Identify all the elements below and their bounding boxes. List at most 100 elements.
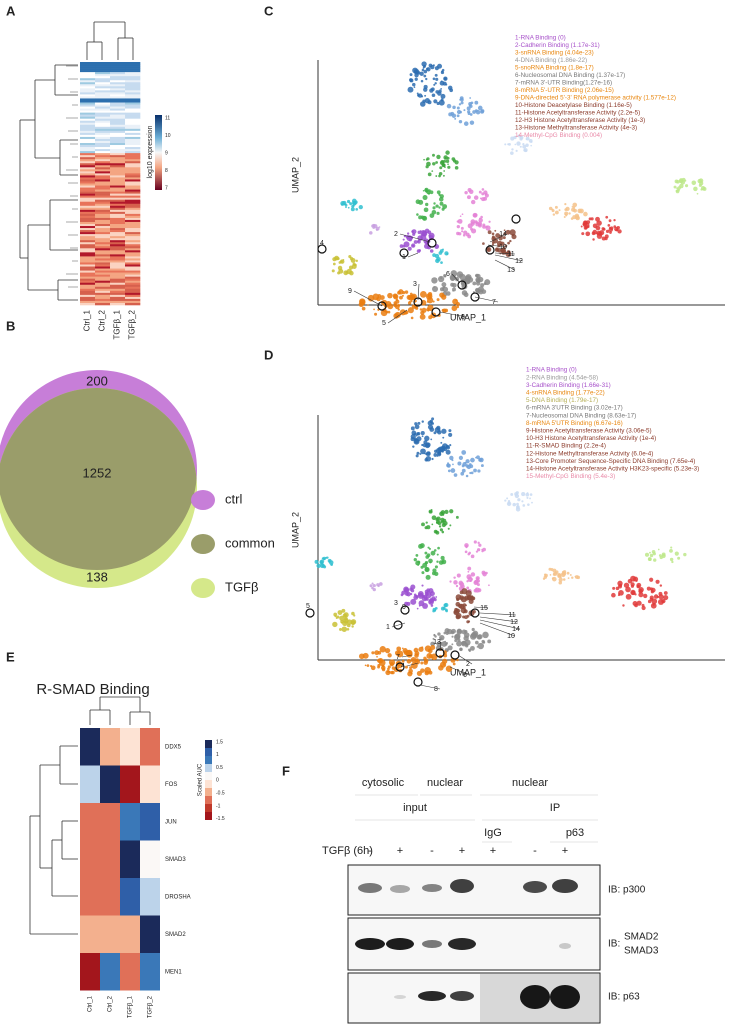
heatmap-cell bbox=[80, 268, 96, 271]
heatmap-cell bbox=[110, 106, 126, 109]
cell-point bbox=[607, 224, 611, 227]
heatmap-cell bbox=[125, 274, 141, 277]
heatmap-cell bbox=[110, 276, 126, 279]
cell-point bbox=[456, 597, 460, 601]
heatmap-cell bbox=[110, 112, 126, 115]
heatmap-cell bbox=[125, 78, 141, 81]
cell-point bbox=[425, 455, 432, 462]
cell-point bbox=[605, 215, 609, 219]
heatmap-cell bbox=[110, 236, 126, 239]
cell-point bbox=[592, 223, 598, 229]
heatmap-cell bbox=[95, 128, 111, 132]
cell-point bbox=[429, 296, 432, 299]
heatmap-cell bbox=[95, 161, 111, 164]
heatmap-cell bbox=[110, 143, 126, 146]
heatmap-cell bbox=[125, 234, 141, 237]
cell-point bbox=[424, 188, 427, 191]
cell-point bbox=[446, 628, 453, 635]
cell-point bbox=[459, 215, 462, 217]
cell-point bbox=[420, 310, 425, 315]
cell-point bbox=[394, 311, 401, 318]
heatmap-cell bbox=[125, 292, 141, 296]
line bbox=[439, 641, 442, 652]
cell-point bbox=[649, 577, 654, 582]
cell-point bbox=[474, 587, 480, 593]
heatmap-cell bbox=[80, 226, 96, 229]
heatmap-cell bbox=[110, 98, 126, 101]
cell-point bbox=[404, 665, 408, 669]
heatmap-cell bbox=[95, 181, 111, 184]
cell-point bbox=[396, 650, 404, 658]
cell-point bbox=[702, 187, 707, 191]
heatmap-cell bbox=[80, 240, 96, 243]
heatmap-cell bbox=[125, 173, 141, 176]
heatmap-cell bbox=[110, 171, 126, 174]
cell-point bbox=[583, 211, 588, 217]
heatmap-cell bbox=[125, 62, 141, 65]
line bbox=[419, 684, 441, 690]
cell-point bbox=[410, 426, 415, 431]
cell-point bbox=[641, 605, 646, 611]
heatmap-cell bbox=[125, 70, 141, 73]
heatmap-cell bbox=[125, 114, 141, 117]
cell-point bbox=[422, 67, 425, 69]
heatmap-cell bbox=[110, 165, 126, 168]
cell-point bbox=[439, 166, 443, 170]
point-label: 12 bbox=[510, 619, 518, 626]
cell-point bbox=[627, 578, 633, 584]
blot-label: SMAD2 bbox=[624, 932, 659, 943]
heatmap-cell bbox=[80, 292, 96, 296]
colorbar-tick: -0.5 bbox=[216, 791, 225, 797]
cell-point bbox=[391, 670, 395, 675]
cell-point bbox=[351, 625, 354, 628]
cell-point bbox=[434, 73, 438, 77]
cell-point bbox=[446, 463, 451, 468]
cell-point bbox=[412, 82, 416, 87]
cell-point bbox=[462, 233, 466, 237]
heatmap-cell bbox=[110, 110, 126, 113]
point-label: 6 bbox=[446, 271, 450, 278]
heatmap-cell bbox=[80, 248, 96, 251]
heatmap-cell bbox=[110, 179, 126, 182]
heatmap-cell bbox=[125, 272, 141, 275]
cell-point bbox=[663, 591, 668, 595]
cell-point bbox=[466, 586, 470, 590]
cell-point bbox=[410, 598, 417, 605]
cell-point bbox=[446, 156, 450, 160]
highlight bbox=[427, 238, 437, 248]
heatmap-cell bbox=[110, 96, 126, 99]
cell-point bbox=[700, 188, 703, 191]
cell-point bbox=[473, 540, 477, 544]
cell-point bbox=[361, 306, 366, 311]
colorbar-tick: 1 bbox=[216, 752, 219, 758]
cell-point bbox=[432, 162, 436, 166]
heatmap-cell bbox=[95, 221, 111, 225]
cell-point bbox=[355, 208, 359, 211]
cell-point bbox=[467, 276, 474, 283]
row-label: SMAD2 bbox=[165, 932, 186, 938]
heatmap-cell bbox=[110, 302, 126, 306]
cell-point bbox=[380, 309, 388, 317]
cell-point bbox=[407, 232, 410, 235]
cell-point bbox=[623, 582, 630, 588]
cell-point bbox=[424, 551, 428, 555]
cell-point bbox=[442, 436, 445, 439]
heatmap-cell bbox=[80, 128, 96, 132]
line bbox=[399, 233, 431, 243]
heatmap-cell bbox=[80, 302, 96, 306]
cell-point bbox=[512, 502, 517, 507]
colorbar-tick: 10 bbox=[165, 133, 171, 139]
cell-point bbox=[509, 229, 516, 236]
blot-label: IB: bbox=[608, 939, 620, 950]
heatmap-cell bbox=[95, 282, 111, 286]
highlight bbox=[413, 677, 423, 687]
cell-point bbox=[456, 628, 462, 634]
heatmap-cell bbox=[110, 264, 126, 267]
axis-title: UMAP_1 bbox=[450, 312, 486, 322]
cell-point bbox=[452, 290, 454, 292]
heatmap-cell bbox=[95, 126, 111, 130]
cell-point bbox=[447, 527, 450, 530]
cell-point bbox=[677, 556, 681, 560]
heatmap-cell bbox=[110, 219, 126, 223]
cell-point bbox=[432, 153, 435, 157]
